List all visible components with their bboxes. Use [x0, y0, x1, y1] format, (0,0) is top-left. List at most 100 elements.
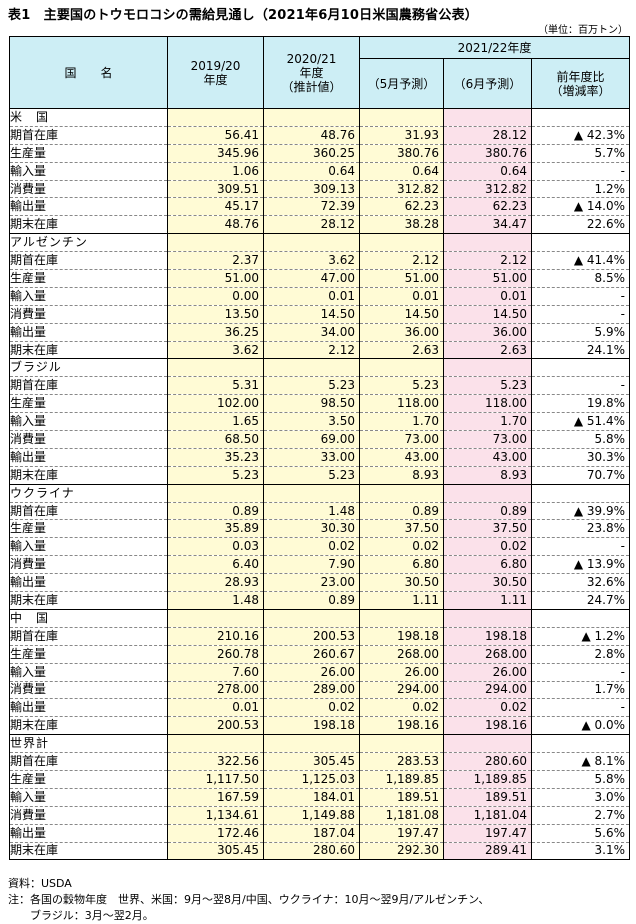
- item-label: 輸出量: [9, 823, 168, 843]
- value-2019-20: 0.03: [167, 537, 264, 556]
- table-row: 消費量 1,134.61 1,149.88 1,181.08 1,181.04 2.7%: [9, 805, 630, 825]
- item-label: 期首在庫: [9, 752, 168, 771]
- empty-cell: [531, 358, 630, 377]
- value-2020-21: 289.00: [263, 680, 360, 699]
- header-may-forecast: （5月予測）: [359, 58, 444, 109]
- value-yoy-change: 2.8%: [531, 644, 630, 664]
- value-2020-21: 23.00: [263, 573, 360, 592]
- value-june-forecast: 43.00: [443, 447, 532, 467]
- empty-cell: [531, 108, 630, 127]
- value-yoy-change: -: [531, 698, 630, 717]
- value-june-forecast: 28.12: [443, 125, 532, 145]
- value-yoy-change: ▲ 51.4%: [531, 412, 630, 431]
- item-label: 輸入量: [9, 537, 168, 556]
- table-row: 輸入量 1.06 0.64 0.64 0.64-: [9, 161, 630, 181]
- empty-cell: [263, 734, 360, 753]
- value-2020-21: 200.53: [263, 626, 360, 646]
- value-2020-21: 0.64: [263, 161, 360, 181]
- empty-cell: [359, 734, 444, 753]
- item-label: 消費量: [9, 555, 168, 574]
- item-label: 消費量: [9, 430, 168, 449]
- country-row: 米 国: [9, 108, 630, 127]
- table-row: 輸入量 0.03 0.02 0.02 0.02-: [9, 537, 630, 556]
- footnote-line-2: ブラジル：3月～翌2月。: [8, 909, 154, 922]
- value-2019-20: 35.89: [167, 519, 264, 538]
- item-label: 消費量: [9, 680, 168, 699]
- value-2020-21: 360.25: [263, 143, 360, 163]
- value-2019-20: 45.17: [167, 197, 264, 216]
- table-title: 表1 主要国のトウモロコシの需給見通し（2021年6月10日米国農務省公表）: [8, 8, 478, 23]
- value-yoy-change: 22.6%: [531, 215, 630, 234]
- value-june-forecast: 6.80: [443, 555, 532, 574]
- empty-cell: [443, 734, 532, 753]
- table-row: 期末在庫 1.48 0.89 1.11 1.11 24.7%: [9, 591, 630, 610]
- country-name: ブラジル: [9, 358, 168, 377]
- empty-cell: [531, 483, 630, 503]
- value-may-forecast: 189.51: [359, 787, 444, 807]
- table-row: 期末在庫 5.23 5.23 8.93 8.93 70.7%: [9, 465, 630, 485]
- item-label: 輸出量: [9, 447, 168, 467]
- value-may-forecast: 294.00: [359, 680, 444, 699]
- table-body: 米 国期首在庫 56.41 48.76 31.93 28.12 ▲ 42.3% 生産量 345…: [9, 108, 630, 861]
- item-label: 輸入量: [9, 286, 168, 306]
- table-row: 消費量 278.00 289.00 294.00 294.00 1.7%: [9, 680, 630, 699]
- empty-cell: [359, 608, 444, 628]
- table-row: 消費量 68.50 69.00 73.00 73.00 5.8%: [9, 430, 630, 449]
- value-2019-20: 200.53: [167, 716, 264, 735]
- country-name: 中 国: [9, 608, 168, 628]
- table-row: 期末在庫 3.62 2.12 2.63 2.63 24.1%: [9, 340, 630, 359]
- empty-cell: [443, 108, 532, 127]
- value-yoy-change: 8.5%: [531, 269, 630, 288]
- value-2019-20: 1.65: [167, 412, 264, 431]
- value-2020-21: 3.50: [263, 412, 360, 431]
- value-may-forecast: 14.50: [359, 304, 444, 324]
- value-yoy-change: 5.6%: [531, 823, 630, 843]
- value-june-forecast: 0.89: [443, 501, 532, 520]
- value-2020-21: 14.50: [263, 304, 360, 324]
- value-2020-21: 184.01: [263, 787, 360, 807]
- value-2019-20: 309.51: [167, 179, 264, 198]
- value-may-forecast: 0.02: [359, 698, 444, 717]
- empty-cell: [263, 358, 360, 377]
- empty-cell: [359, 233, 444, 252]
- empty-cell: [167, 483, 264, 503]
- value-2020-21: 0.02: [263, 537, 360, 556]
- value-june-forecast: 62.23: [443, 197, 532, 216]
- value-june-forecast: 198.16: [443, 716, 532, 735]
- value-2019-20: 260.78: [167, 644, 264, 664]
- value-2020-21: 33.00: [263, 447, 360, 467]
- table-row: 生産量 35.89 30.30 37.50 37.50 23.8%: [9, 519, 630, 538]
- table-row: 生産量 1,117.50 1,125.03 1,189.85 1,189.85 5.8%: [9, 769, 630, 789]
- value-june-forecast: 268.00: [443, 644, 532, 664]
- country-name: 世界計: [9, 734, 168, 753]
- item-label: 輸出量: [9, 197, 168, 216]
- item-label: 期末在庫: [9, 340, 168, 359]
- empty-cell: [359, 108, 444, 127]
- value-may-forecast: 31.93: [359, 125, 444, 145]
- header-yoy-change: 前年度比 （増減率）: [531, 58, 630, 109]
- value-may-forecast: 26.00: [359, 662, 444, 681]
- item-label: 輸入量: [9, 161, 168, 181]
- value-yoy-change: -: [531, 376, 630, 395]
- value-2020-21: 72.39: [263, 197, 360, 216]
- value-2020-21: 1,149.88: [263, 805, 360, 825]
- table-row: 生産量 102.00 98.50 118.00 118.00 19.8%: [9, 394, 630, 413]
- country-row: ウクライナ: [9, 483, 630, 503]
- table-row: 期首在庫 0.89 1.48 0.89 0.89 ▲ 39.9%: [9, 501, 630, 520]
- value-2019-20: 172.46: [167, 823, 264, 843]
- value-may-forecast: 1.11: [359, 591, 444, 610]
- value-may-forecast: 283.53: [359, 752, 444, 771]
- value-2019-20: 0.00: [167, 286, 264, 306]
- value-may-forecast: 30.50: [359, 573, 444, 592]
- empty-cell: [531, 734, 630, 753]
- value-2019-20: 1.06: [167, 161, 264, 181]
- item-label: 期末在庫: [9, 215, 168, 234]
- value-yoy-change: -: [531, 304, 630, 324]
- value-yoy-change: 23.8%: [531, 519, 630, 538]
- value-yoy-change: 5.8%: [531, 430, 630, 449]
- value-may-forecast: 36.00: [359, 322, 444, 342]
- value-2020-21: 26.00: [263, 662, 360, 681]
- value-2019-20: 35.23: [167, 447, 264, 467]
- value-yoy-change: 70.7%: [531, 465, 630, 485]
- value-june-forecast: 2.63: [443, 340, 532, 359]
